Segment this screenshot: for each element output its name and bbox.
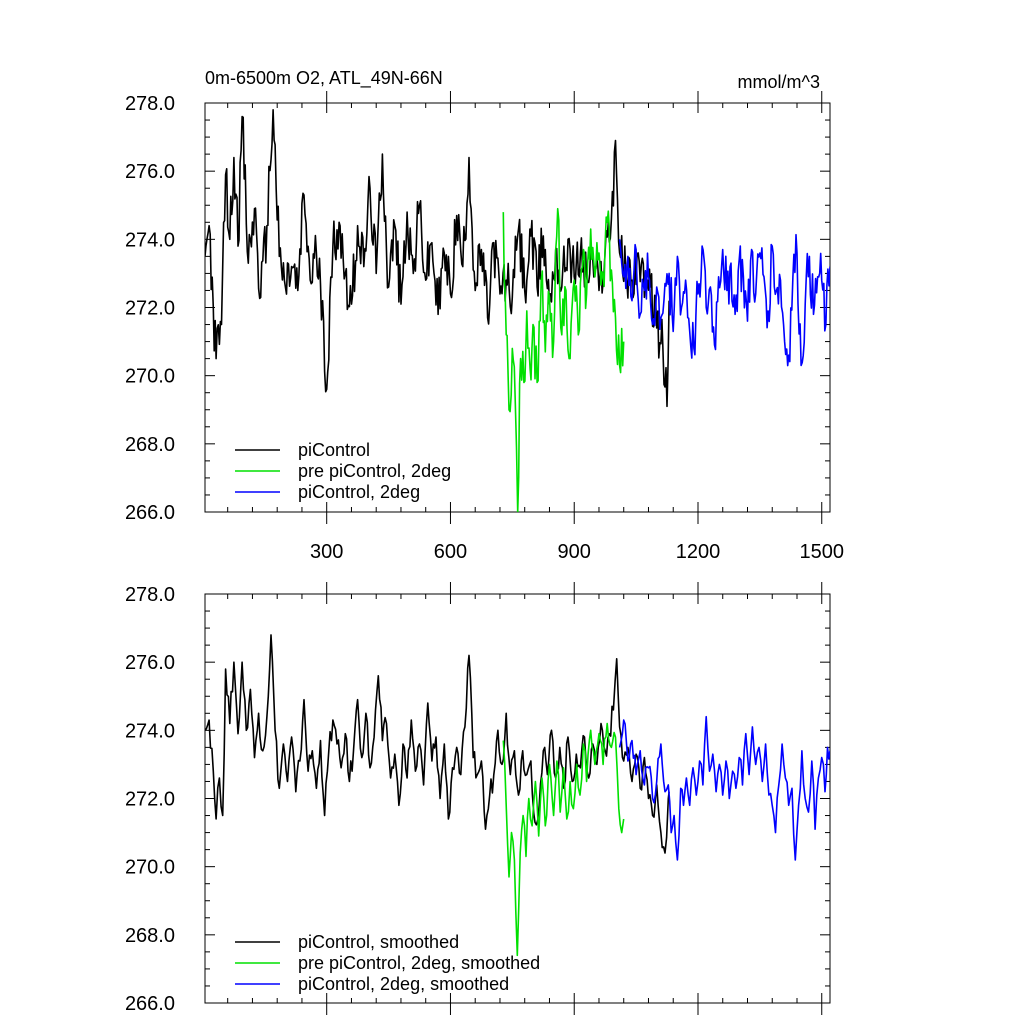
chart-title: 0m-6500m O2, ATL_49N-66N — [205, 68, 443, 89]
series-line — [618, 233, 830, 367]
series-line — [502, 207, 625, 512]
legend-label: piControl, 2deg, smoothed — [298, 974, 509, 994]
y-tick-label: 278.0 — [125, 93, 175, 115]
legend-label: pre piControl, 2deg — [298, 461, 451, 481]
x-tick-label: 900 — [558, 541, 591, 563]
y-tick-label: 270.0 — [125, 366, 175, 388]
y-tick-label: 272.0 — [125, 298, 175, 320]
y-tick-label: 270.0 — [125, 857, 175, 879]
y-tick-label: 266.0 — [125, 993, 175, 1015]
legend-label: piControl — [298, 440, 370, 460]
y-tick-label: 276.0 — [125, 652, 175, 674]
x-tick-label: 1500 — [799, 541, 844, 563]
top-panel: 266.0 268.0 270.0 272.0 274.0 276.0 278.0 300 60… — [125, 91, 844, 563]
y-tick-label: 268.0 — [125, 434, 175, 456]
x-tick-label: 1200 — [676, 541, 721, 563]
units-label: mmol/m^3 — [738, 72, 820, 92]
legend-label: pre piControl, 2deg, smoothed — [298, 953, 540, 973]
y-tick-label: 266.0 — [125, 502, 175, 524]
y-tick-label: 268.0 — [125, 925, 175, 947]
y-tick-label: 272.0 — [125, 789, 175, 811]
y-tick-label: 274.0 — [125, 720, 175, 742]
legend-label: piControl, smoothed — [298, 932, 459, 952]
y-tick-label: 274.0 — [125, 229, 175, 251]
series-line — [618, 715, 830, 861]
y-tick-label: 276.0 — [125, 161, 175, 183]
x-tick-label: 300 — [310, 541, 343, 563]
series-line — [205, 634, 670, 854]
x-tick-label: 600 — [434, 541, 467, 563]
legend-label: piControl, 2deg — [298, 482, 420, 502]
y-tick-label: 278.0 — [125, 584, 175, 606]
bottom-panel: 266.0 268.0 270.0 272.0 274.0 276.0 278.0 piCon… — [125, 582, 831, 1015]
series-line — [502, 722, 625, 957]
